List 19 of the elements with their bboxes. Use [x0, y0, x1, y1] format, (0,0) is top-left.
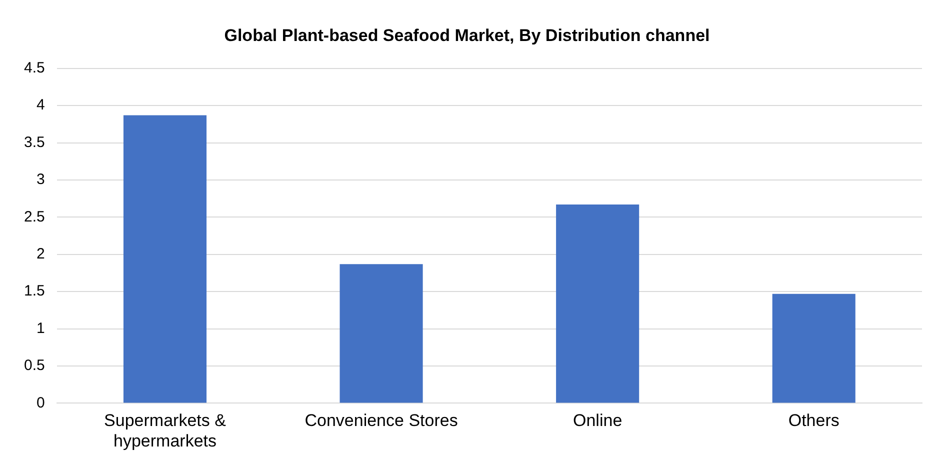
- y-tick-label: 3: [36, 171, 45, 188]
- x-tick-label: Convenience Stores: [304, 411, 458, 430]
- y-tick-label: 4: [36, 96, 45, 114]
- y-tick-label: 4.5: [24, 60, 45, 77]
- y-tick-label: 1.5: [24, 282, 45, 300]
- y-tick-label: 2.5: [24, 208, 45, 226]
- bar: [772, 294, 856, 403]
- y-tick-label: 0.5: [24, 357, 45, 374]
- y-tick-label: 0: [36, 394, 45, 412]
- y-tick-label: 1: [36, 320, 45, 337]
- x-tick-label: Others: [788, 411, 840, 430]
- bar: [340, 264, 423, 403]
- bar: [123, 115, 207, 403]
- y-tick-label: 3.5: [24, 134, 45, 151]
- bar: [556, 204, 640, 403]
- chart-title: Global Plant-based Seafood Market, By Distribution channel: [224, 26, 710, 45]
- y-tick-label: 2: [36, 246, 45, 263]
- x-tick-label: Online: [573, 411, 622, 430]
- x-tick-label: Supermarkets & hypermarkets: [104, 411, 227, 450]
